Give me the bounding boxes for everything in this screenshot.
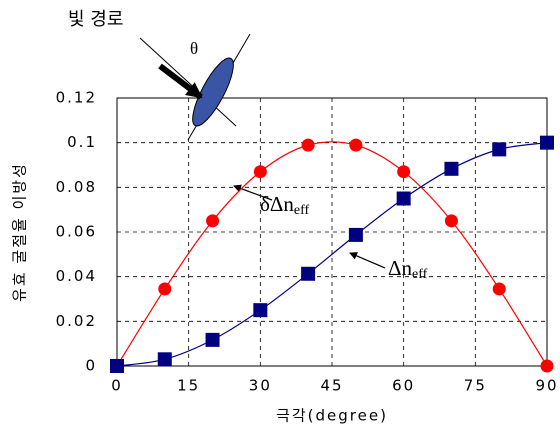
marker (254, 165, 267, 178)
annotation: Δneff (388, 256, 428, 282)
angle-label: θ (190, 39, 198, 58)
marker (158, 282, 171, 295)
marker (206, 214, 219, 227)
marker (110, 359, 124, 373)
marker (540, 136, 554, 150)
x-tick-label: 60 (392, 377, 415, 395)
x-tick-label: 15 (177, 377, 200, 395)
marker (206, 333, 220, 347)
chart: 빛 경로 θ δΔneff Δneff 극각(degree) 유효 굴절율 이방… (0, 0, 560, 434)
x-axis-label: 극각(degree) (276, 407, 388, 425)
marker (397, 192, 411, 206)
y-tick-label: 0.02 (56, 312, 97, 330)
annotation-subscript: eff (294, 203, 310, 218)
annotation-arrow (350, 253, 385, 268)
marker (397, 165, 410, 178)
y-axis-label: 유효 굴절율 이방성 (11, 162, 29, 302)
marker (349, 139, 362, 152)
y-tick-label: 0.1 (67, 133, 97, 151)
annotation-subscript: eff (412, 267, 428, 282)
light-path-label: 빛 경로 (68, 9, 123, 30)
inset-diagram: 빛 경로 θ (68, 9, 250, 140)
y-tick-label: 0.12 (56, 89, 97, 107)
y-tick-label: 0.08 (56, 178, 97, 196)
x-tick-label: 75 (464, 377, 487, 395)
marker (445, 214, 458, 227)
annotation-text: δΔn (260, 192, 294, 216)
marker (349, 228, 363, 242)
light-arrow (160, 66, 201, 97)
x-tick-label: 0 (111, 377, 123, 395)
x-tick-label: 45 (320, 377, 343, 395)
x-tick-label: 30 (249, 377, 272, 395)
y-tick-label: 0.04 (56, 267, 97, 285)
annotation: δΔneff (260, 192, 310, 218)
marker (492, 142, 506, 156)
y-tick-label: 0.06 (56, 223, 97, 241)
x-tick-label: 90 (535, 377, 558, 395)
marker (302, 139, 315, 152)
marker (493, 282, 506, 295)
marker (158, 352, 172, 366)
marker (541, 360, 554, 373)
y-tick-label: 0 (85, 357, 97, 375)
marker (253, 303, 267, 317)
marker (301, 267, 315, 281)
marker (444, 162, 458, 176)
annotation-text: Δn (388, 256, 413, 280)
